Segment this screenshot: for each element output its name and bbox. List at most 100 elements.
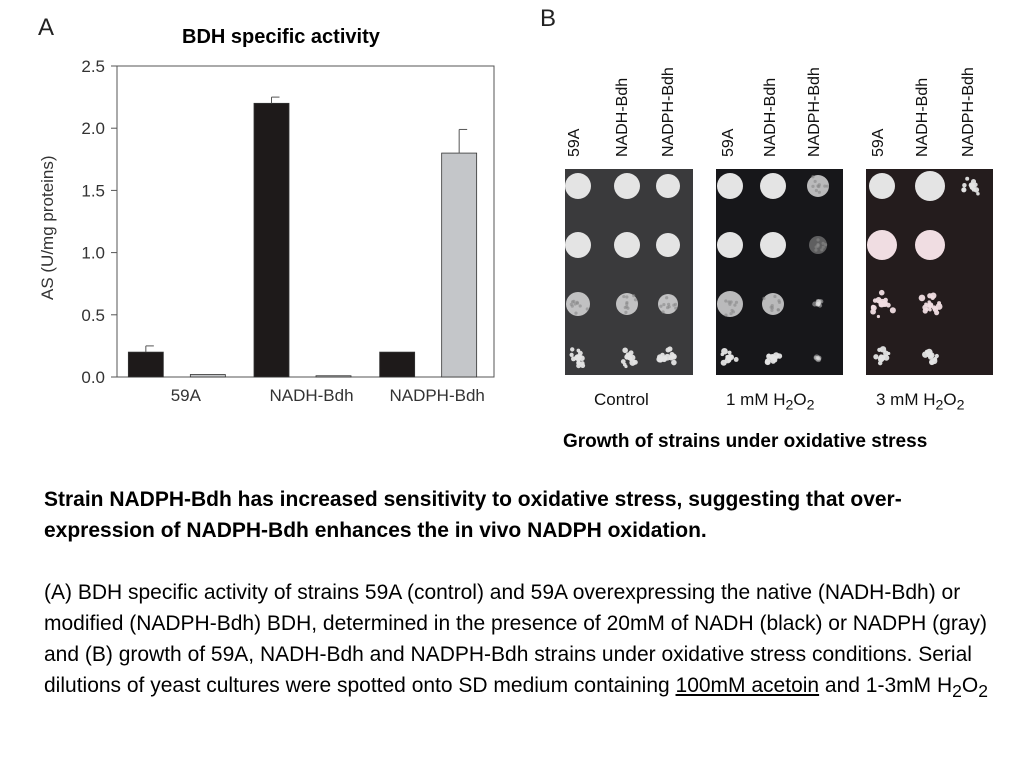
colony-spot: [762, 293, 784, 315]
colony-dot: [720, 359, 727, 366]
colony-speckle: [821, 245, 825, 249]
colony-dot: [870, 308, 876, 315]
panel-b-letter: B: [540, 5, 557, 32]
strain-label-59a: 59A: [566, 128, 583, 157]
strain-label-nadh-bdh: NADH-Bdh: [614, 77, 631, 157]
colony-dot: [876, 314, 881, 319]
colony-speckle: [811, 184, 815, 189]
colony-speckle: [570, 304, 574, 308]
colony-speckle: [625, 302, 629, 306]
plate-background: [866, 169, 993, 375]
colony-speckle: [724, 299, 728, 303]
colony-speckle: [625, 295, 629, 299]
colony-dot: [620, 359, 626, 364]
colony-dot: [818, 299, 824, 304]
colony-speckle: [622, 294, 626, 299]
colony-speckle: [813, 179, 817, 184]
strain-label-59a: 59A: [870, 128, 887, 157]
colony-speckle: [777, 300, 782, 305]
colony-dot: [770, 354, 776, 360]
colony-dot: [927, 354, 934, 360]
colony-dot: [815, 299, 822, 306]
colony-spot: [656, 233, 680, 257]
colony-speckle: [570, 300, 575, 304]
colony-speckle: [773, 294, 777, 299]
colony-dot: [815, 302, 820, 307]
colony-dot: [928, 308, 932, 312]
colony-speckle: [825, 184, 829, 188]
colony-spot: [760, 232, 786, 258]
colony-dot: [887, 351, 891, 356]
colony-dot: [660, 352, 665, 358]
strain-label-nadph-bdh: NADPH-Bdh: [660, 67, 677, 157]
colony-dot: [879, 346, 887, 353]
y-tick-label: 2.0: [81, 119, 105, 138]
colony-dot: [965, 176, 970, 181]
strain-label-nadph-bdh: NADPH-Bdh: [806, 67, 823, 157]
colony-dot: [927, 293, 933, 299]
colony-speckle: [672, 303, 676, 307]
colony-dot: [812, 301, 818, 307]
colony-dot: [576, 359, 581, 364]
colony-dot: [973, 187, 980, 193]
colony-dot: [574, 354, 581, 361]
plot-frame: [116, 65, 495, 378]
colony-speckle: [814, 248, 818, 252]
colony-dot: [579, 355, 585, 362]
plate-background: [565, 169, 693, 375]
colony-dot: [622, 347, 628, 354]
strain-label-nadh-bdh: NADH-Bdh: [762, 77, 779, 157]
colony-speckle: [674, 306, 678, 310]
x-tick-label: NADH-Bdh: [269, 386, 353, 405]
colony-dot: [672, 354, 676, 359]
colony-speckle: [578, 304, 582, 308]
colony-dot: [628, 357, 633, 361]
colony-dot: [570, 347, 575, 352]
colony-spot: [717, 232, 743, 258]
colony-dot: [733, 357, 739, 362]
figure-legend-text: (A) BDH specific activity of strains 59A…: [44, 581, 988, 702]
colony-dot: [815, 302, 820, 307]
colony-speckle: [776, 308, 780, 312]
colony-speckle: [585, 307, 589, 311]
bar: [189, 374, 226, 378]
y-tick-label: 2.5: [81, 57, 105, 76]
colony-dot: [629, 359, 636, 366]
colony-dot: [969, 183, 975, 188]
colony-speckle: [811, 175, 815, 179]
colony-dot: [813, 354, 820, 361]
colony-dot: [671, 359, 677, 366]
colony-dot: [976, 191, 980, 196]
colony-speckle: [626, 306, 630, 310]
colony-dot: [922, 304, 928, 311]
panel-b-caption: Growth of strains under oxidative stress: [563, 431, 928, 452]
strain-label-nadh-bdh: NADH-Bdh: [914, 77, 931, 157]
colony-dot: [764, 359, 771, 366]
colony-speckle: [724, 313, 728, 317]
colony-speckle: [820, 248, 824, 252]
colony-speckle: [731, 310, 736, 314]
colony-dot: [931, 357, 938, 365]
colony-dot: [816, 357, 821, 361]
colony-speckle: [624, 310, 628, 314]
colony-spot: [915, 230, 945, 260]
colony-dot: [776, 353, 783, 359]
colony-speckle: [665, 296, 669, 300]
colony-dot: [624, 354, 630, 360]
colony-speckle: [762, 296, 766, 301]
condition-label-control: Control: [594, 390, 649, 409]
colony-dot: [622, 362, 627, 367]
colony-dot: [875, 297, 882, 304]
colony-spot: [869, 173, 895, 199]
colony-dot: [889, 307, 896, 314]
headline: Strain NADPH-Bdh has increased sensitivi…: [44, 488, 902, 542]
colony-spot: [614, 232, 640, 258]
colony-dot: [580, 361, 585, 366]
spot-assay-plates: [565, 169, 993, 375]
colony-dot: [877, 356, 885, 363]
colony-dot: [577, 350, 583, 356]
colony-speckle: [659, 304, 663, 308]
colony-spot: [565, 173, 591, 199]
x-tick-label: 59A: [171, 386, 202, 405]
colony-dot: [927, 302, 934, 308]
